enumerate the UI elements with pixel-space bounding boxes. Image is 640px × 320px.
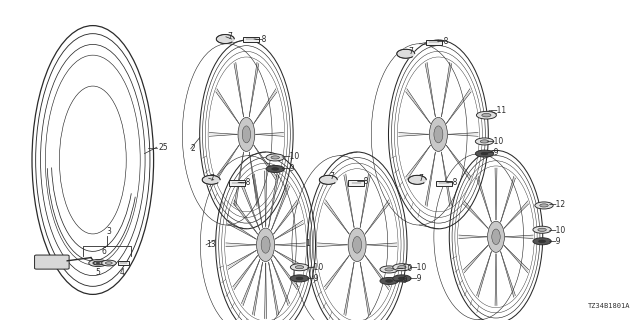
Text: —9: —9 <box>548 237 561 246</box>
Text: 7: 7 <box>209 174 214 183</box>
Text: —10: —10 <box>307 263 324 272</box>
Ellipse shape <box>393 264 411 271</box>
Ellipse shape <box>540 204 548 207</box>
Text: —12: —12 <box>548 200 566 209</box>
Ellipse shape <box>101 260 116 266</box>
Ellipse shape <box>266 154 284 161</box>
Ellipse shape <box>380 266 398 273</box>
Text: 7: 7 <box>419 174 424 183</box>
Ellipse shape <box>533 238 551 245</box>
Ellipse shape <box>535 202 553 209</box>
Polygon shape <box>397 49 415 58</box>
Ellipse shape <box>538 240 545 243</box>
Ellipse shape <box>242 126 251 143</box>
Text: 3: 3 <box>106 228 111 236</box>
Ellipse shape <box>348 228 366 261</box>
Text: —8: —8 <box>357 177 369 186</box>
Ellipse shape <box>393 275 411 282</box>
Polygon shape <box>408 175 426 184</box>
Ellipse shape <box>492 229 500 244</box>
Ellipse shape <box>291 264 308 271</box>
Text: 5: 5 <box>95 268 100 277</box>
Text: 7: 7 <box>227 32 232 41</box>
Text: —10: —10 <box>486 137 504 146</box>
Bar <box>243 37 259 42</box>
Ellipse shape <box>296 277 303 280</box>
Text: —8: —8 <box>239 178 251 187</box>
Ellipse shape <box>238 117 255 151</box>
Bar <box>436 181 452 186</box>
Text: —10: —10 <box>410 263 427 272</box>
Ellipse shape <box>533 226 551 233</box>
Ellipse shape <box>488 221 504 252</box>
Text: —8: —8 <box>255 35 267 44</box>
Text: —10: —10 <box>283 152 300 161</box>
Ellipse shape <box>476 150 493 157</box>
Ellipse shape <box>89 260 107 267</box>
FancyBboxPatch shape <box>35 255 69 269</box>
Ellipse shape <box>480 140 489 143</box>
Text: —8: —8 <box>436 37 449 46</box>
Ellipse shape <box>271 156 280 159</box>
Text: —9: —9 <box>396 276 408 285</box>
Text: 25: 25 <box>159 143 168 152</box>
Ellipse shape <box>353 236 362 253</box>
Text: —9: —9 <box>307 274 319 283</box>
Ellipse shape <box>385 268 394 271</box>
Ellipse shape <box>476 111 497 119</box>
Text: —9: —9 <box>283 164 296 173</box>
Text: TZ34B1801A: TZ34B1801A <box>588 303 630 309</box>
Ellipse shape <box>257 228 275 261</box>
Ellipse shape <box>398 277 406 280</box>
Polygon shape <box>216 35 234 44</box>
Text: 6: 6 <box>101 247 106 256</box>
Polygon shape <box>202 175 220 184</box>
Text: 2: 2 <box>191 144 195 153</box>
Ellipse shape <box>434 126 443 143</box>
Ellipse shape <box>397 266 406 269</box>
Ellipse shape <box>385 280 393 282</box>
Ellipse shape <box>481 152 488 155</box>
Text: —10: —10 <box>396 264 413 273</box>
Text: —9: —9 <box>486 148 499 157</box>
Ellipse shape <box>482 114 491 117</box>
Text: 1: 1 <box>305 239 310 248</box>
Ellipse shape <box>380 277 398 284</box>
Ellipse shape <box>261 236 270 253</box>
Text: 7: 7 <box>408 47 413 56</box>
Text: 7: 7 <box>330 172 335 180</box>
Text: 13: 13 <box>206 240 216 249</box>
Bar <box>349 180 365 186</box>
Text: —11: —11 <box>490 106 507 115</box>
Ellipse shape <box>291 275 308 282</box>
Text: —8: —8 <box>446 178 458 187</box>
Text: —9: —9 <box>410 274 422 283</box>
Text: 4: 4 <box>119 268 124 277</box>
Ellipse shape <box>538 228 547 231</box>
Ellipse shape <box>476 138 493 145</box>
Bar <box>426 40 442 45</box>
Text: —10: —10 <box>548 226 566 235</box>
Ellipse shape <box>96 262 100 264</box>
Ellipse shape <box>429 117 447 151</box>
Bar <box>118 261 129 265</box>
Bar <box>229 180 245 186</box>
Ellipse shape <box>93 261 102 265</box>
Ellipse shape <box>106 262 112 264</box>
Ellipse shape <box>93 261 103 265</box>
Ellipse shape <box>266 165 284 172</box>
Polygon shape <box>319 175 337 184</box>
Ellipse shape <box>295 266 304 269</box>
Ellipse shape <box>272 168 279 170</box>
